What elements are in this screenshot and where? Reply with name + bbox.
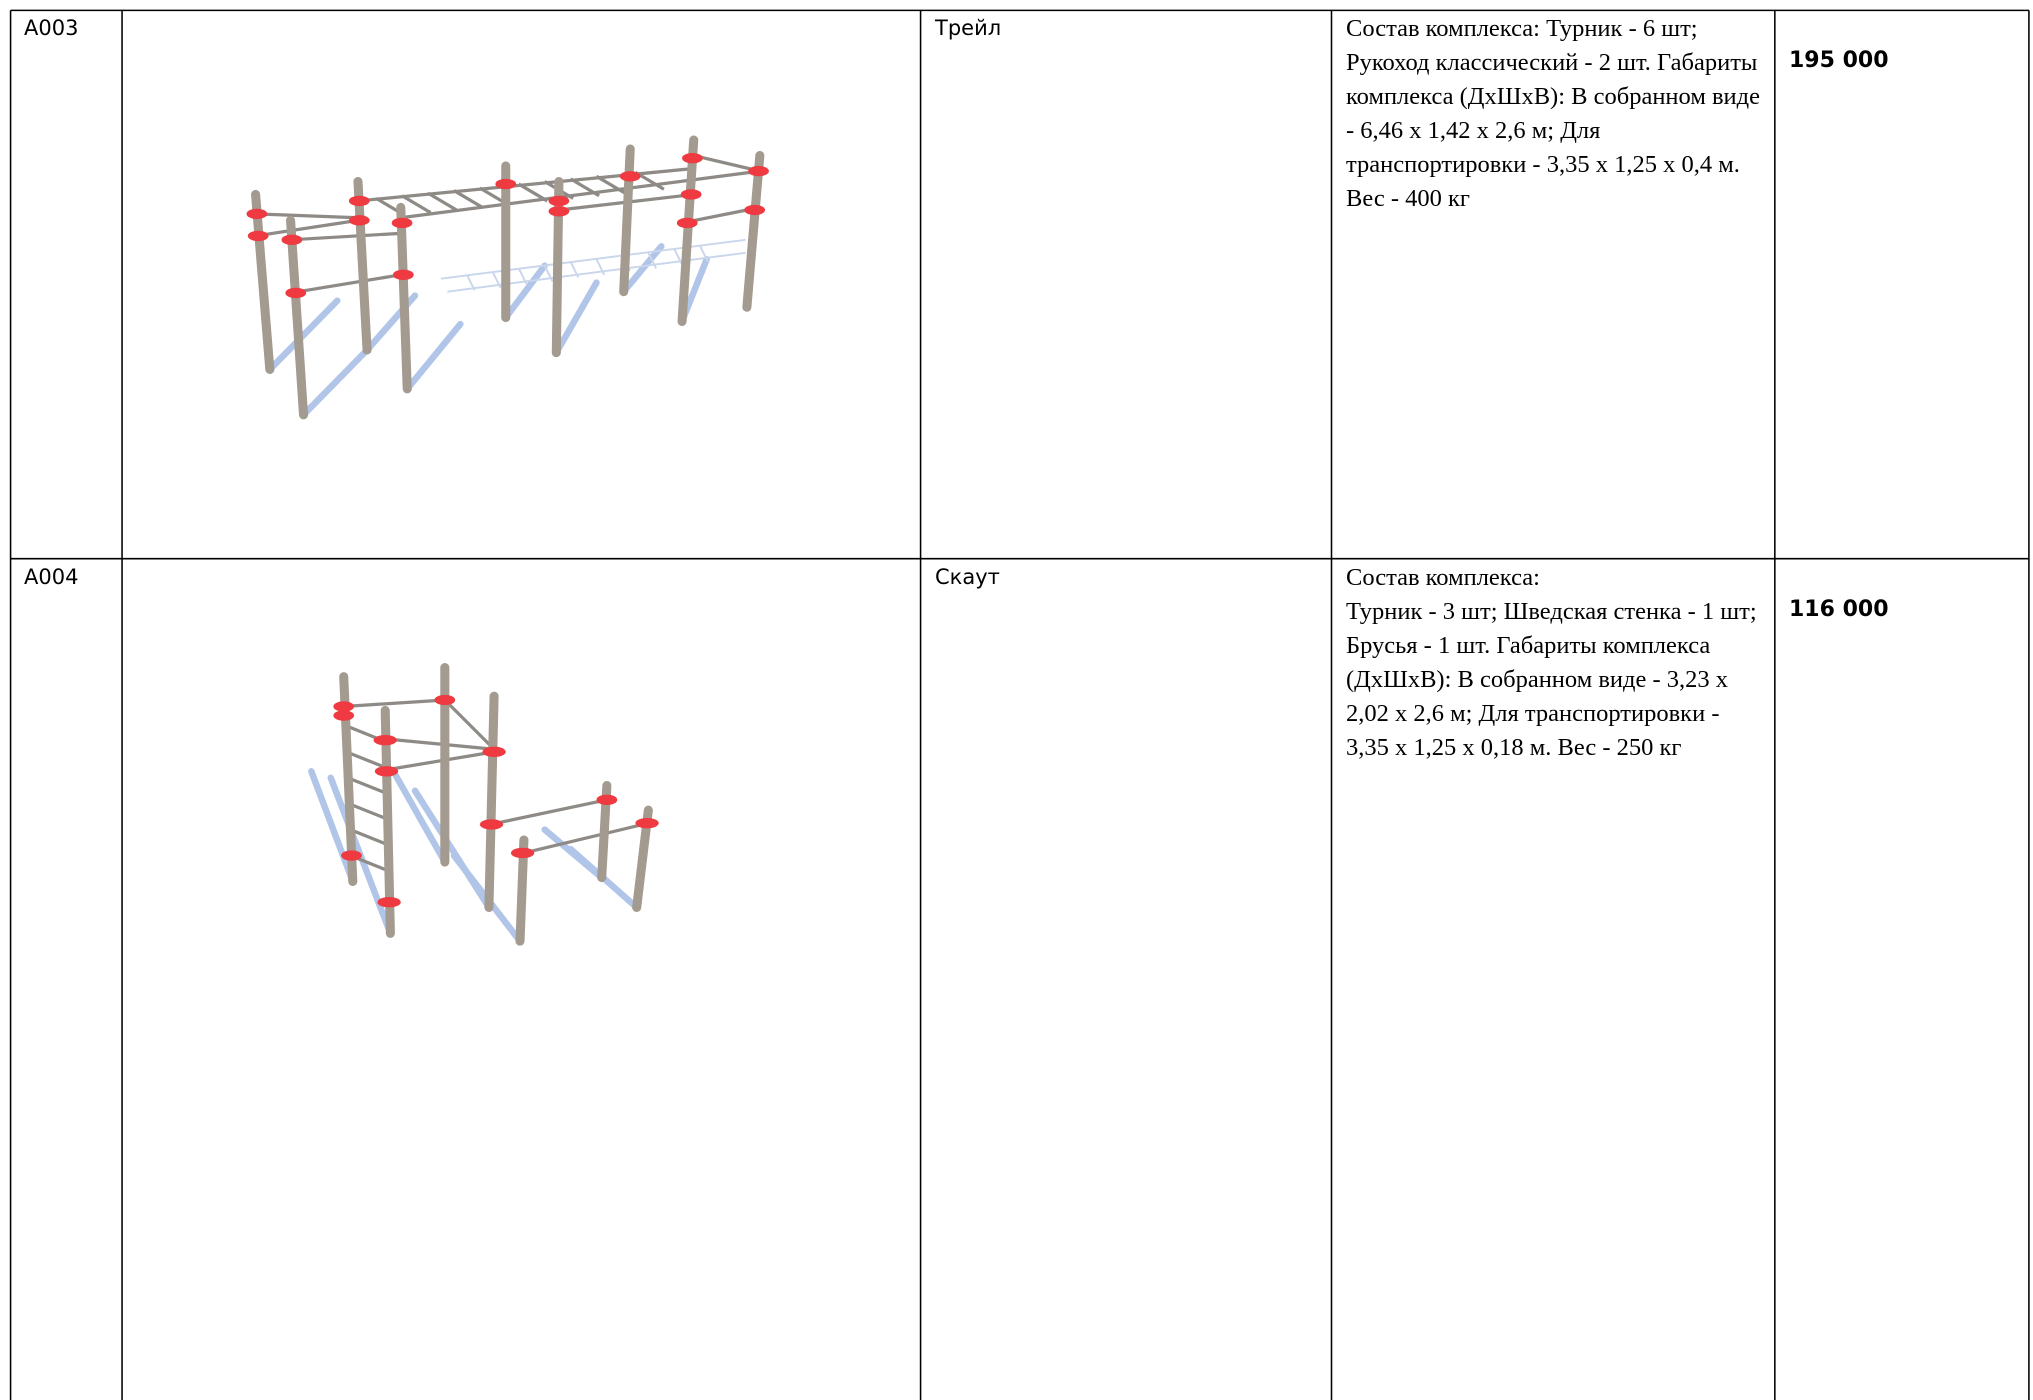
product-price: 116 000 [1789,597,1889,622]
product-image-scout [308,663,659,946]
product-price: 195 000 [1789,48,1889,73]
product-code: A003 [24,16,79,40]
product-image-trail [246,135,769,420]
product-description: Состав комплекса: Турник - 3 шт; Шведска… [1346,564,1757,761]
product-name: Трейл [935,16,1002,40]
product-name: Скаут [935,565,1000,589]
product-code: A004 [24,565,79,589]
product-description: Состав комплекса: Турник - 6 шт; Рукоход… [1346,15,1760,212]
